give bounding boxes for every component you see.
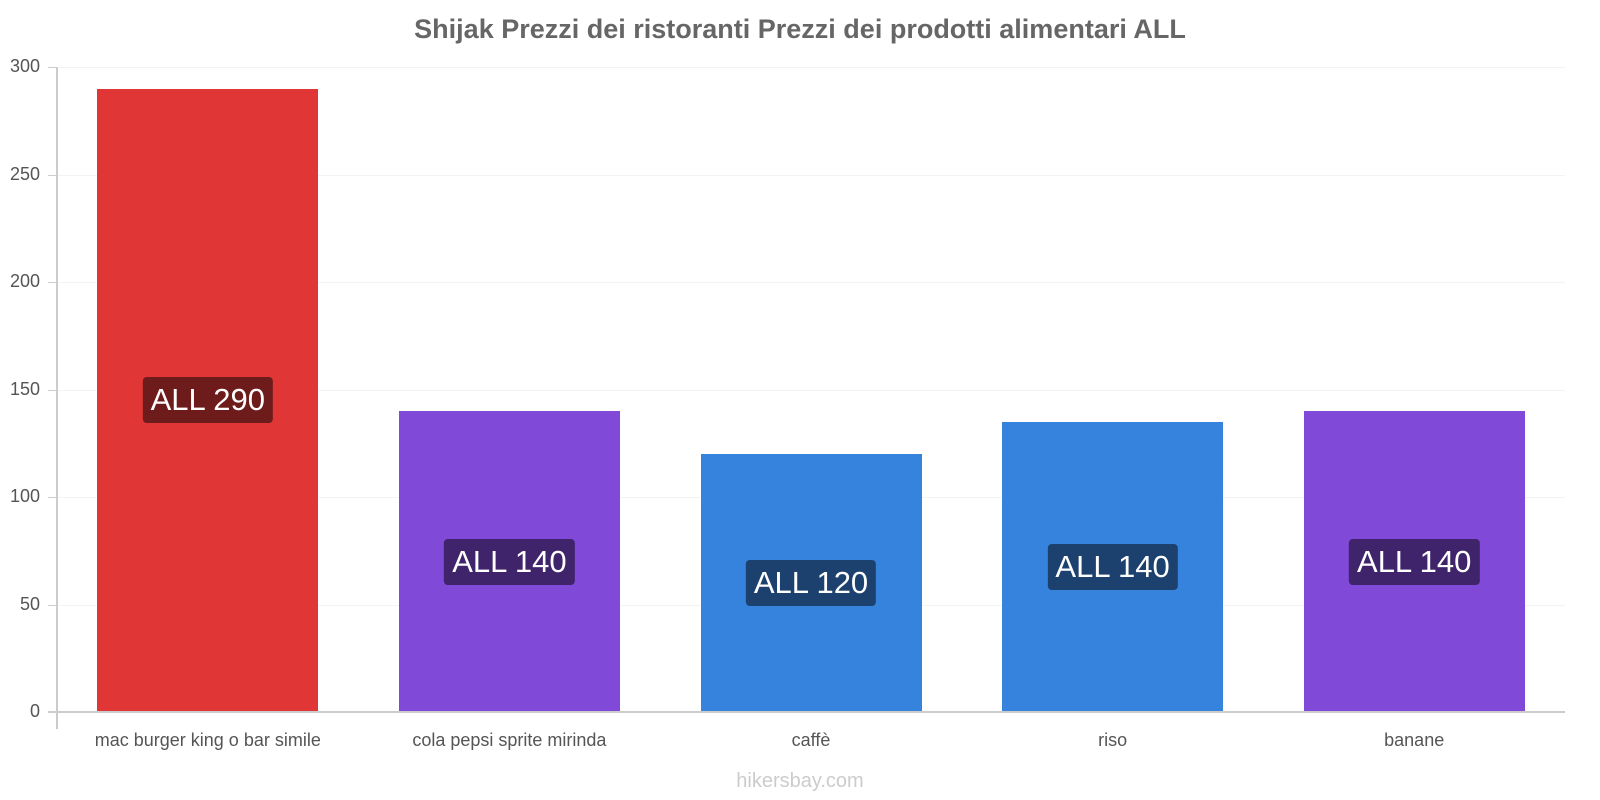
y-tick-label: 100 xyxy=(9,486,40,506)
credit-text: hikersbay.com xyxy=(736,770,864,792)
bar-value-label: ALL 140 xyxy=(1349,538,1480,585)
y-tick-label: 200 xyxy=(9,271,40,291)
y-tick-label: 250 xyxy=(9,163,40,184)
gridline xyxy=(57,282,1565,283)
y-tick-label: 300 xyxy=(9,56,40,76)
y-tick-mark xyxy=(48,174,57,176)
bar-value-label: ALL 120 xyxy=(745,560,877,606)
x-tick-label: mac burger king o bar simile xyxy=(94,730,321,750)
y-tick-label: 150 xyxy=(9,378,40,399)
gridline xyxy=(57,389,1565,391)
y-tick-mark xyxy=(48,67,57,68)
y-tick-mark xyxy=(48,497,57,498)
y-tick-label: 50 xyxy=(19,593,40,614)
x-tick-label: cola pepsi sprite mirinda xyxy=(412,730,607,750)
x-tick-label: banane xyxy=(1384,730,1445,750)
y-tick-mark xyxy=(48,389,57,391)
y-tick-mark xyxy=(48,604,57,606)
gridline xyxy=(57,67,1565,68)
x-axis-line xyxy=(48,711,1565,713)
bar-value-label: ALL 140 xyxy=(444,538,575,585)
plot-area: ALL 290 ALL 140 ALL 120 ALL 140 ALL 140 xyxy=(57,67,1565,713)
x-tick-label: caffè xyxy=(791,730,831,750)
y-tick-label: 0 xyxy=(29,701,40,721)
bar-value-label: ALL 140 xyxy=(1047,543,1178,590)
bar-value-label: ALL 290 xyxy=(142,377,273,424)
y-tick-mark xyxy=(48,282,57,283)
x-tick-label: riso xyxy=(1098,730,1128,750)
gridline xyxy=(57,174,1565,176)
y-axis-line xyxy=(56,67,58,729)
chart-title: Shijak Prezzi dei ristoranti Prezzi dei … xyxy=(414,14,1186,44)
